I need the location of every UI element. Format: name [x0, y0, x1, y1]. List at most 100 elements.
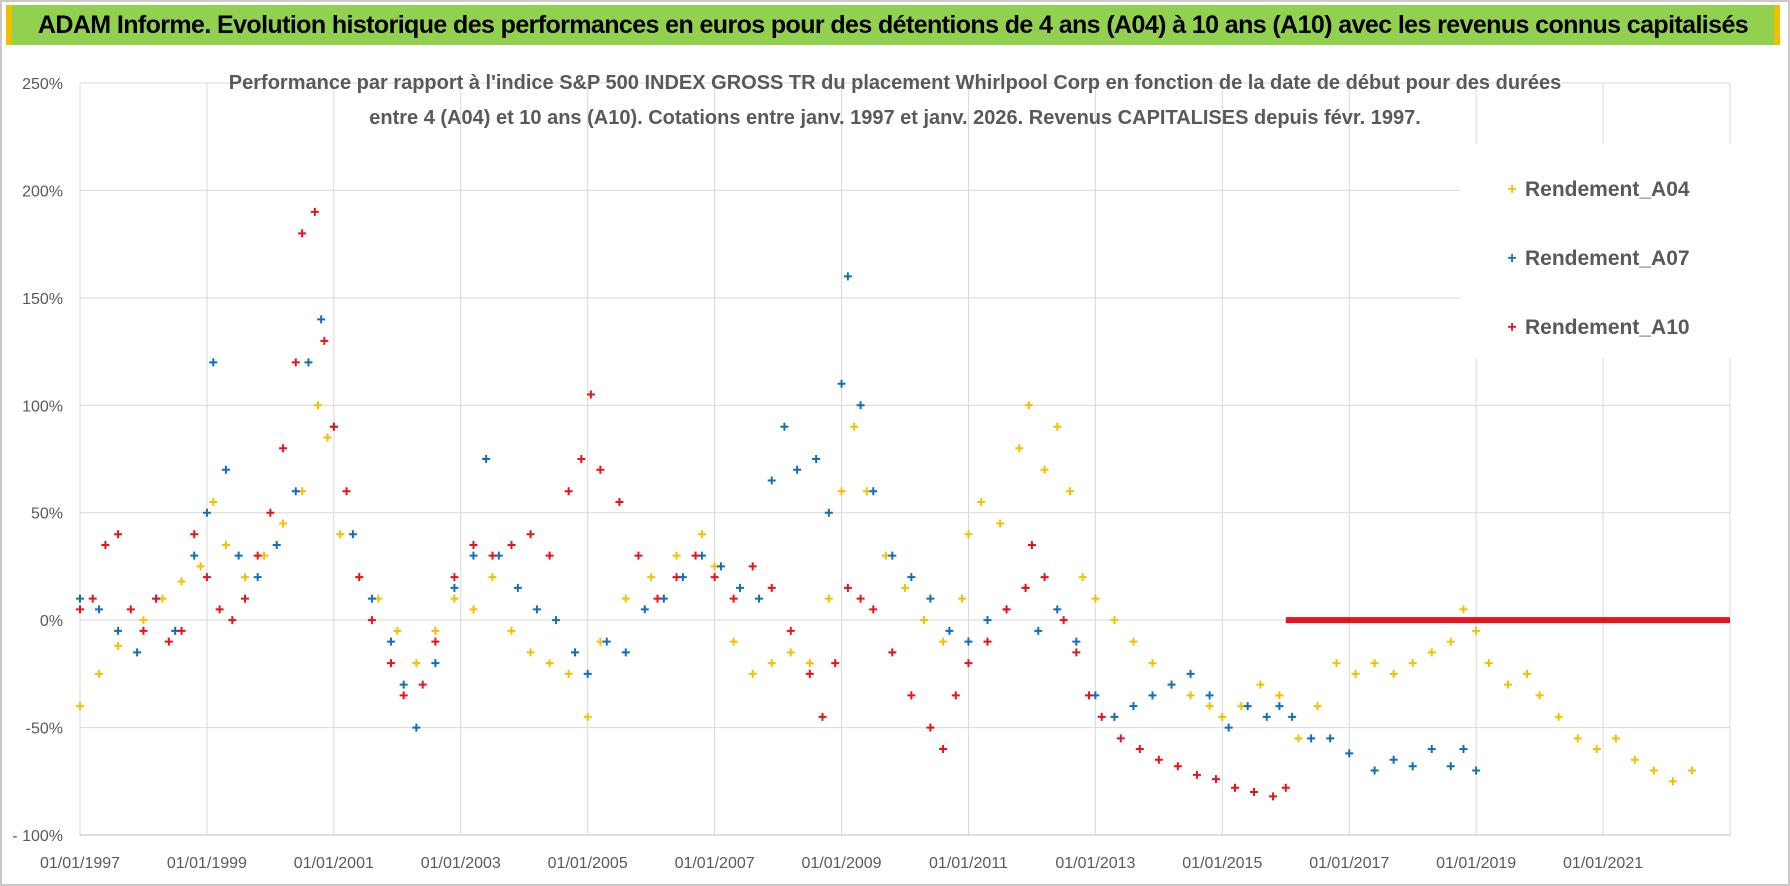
x-tick-label: 01/01/2013 — [1055, 855, 1135, 872]
point-a04 — [964, 530, 973, 539]
point-a10 — [320, 336, 329, 345]
point-a04 — [221, 540, 230, 549]
point-a07 — [1288, 712, 1297, 721]
point-a07 — [291, 487, 300, 496]
point-a04 — [95, 669, 104, 678]
point-a04 — [786, 648, 795, 657]
point-a04 — [1053, 422, 1062, 431]
legend-label-a10: Rendement_A10 — [1525, 316, 1690, 339]
point-a07 — [736, 583, 744, 592]
point-a10 — [342, 487, 351, 496]
x-tick-label: 01/01/2003 — [421, 855, 501, 872]
point-a10 — [888, 648, 897, 657]
point-a10 — [615, 497, 624, 506]
point-a04 — [526, 648, 535, 657]
x-tick-label: 01/01/2001 — [294, 855, 374, 872]
point-a10 — [1281, 783, 1290, 792]
point-a04 — [729, 637, 738, 646]
point-a04 — [507, 626, 516, 635]
point-a10 — [939, 745, 948, 754]
point-a10 — [564, 487, 573, 496]
y-tick-label: 100% — [22, 398, 63, 415]
point-a04 — [196, 562, 205, 571]
point-a04 — [1332, 659, 1341, 668]
point-a04 — [1091, 594, 1100, 603]
point-a04 — [1522, 669, 1531, 678]
point-a04 — [824, 594, 833, 603]
point-a04 — [1275, 691, 1284, 700]
report-title: ADAM Informe. Evolution historique des p… — [37, 10, 1749, 39]
point-a04 — [469, 605, 478, 614]
point-a07 — [1370, 766, 1379, 775]
point-a04 — [748, 669, 757, 678]
point-a07 — [856, 401, 865, 410]
report-banner: ADAM Informe. Evolution historique des p… — [6, 5, 1780, 45]
point-a10 — [691, 551, 700, 560]
point-a04 — [241, 573, 249, 582]
point-a07 — [602, 637, 611, 646]
point-a07 — [133, 648, 142, 657]
y-tick-label: 0% — [40, 613, 63, 630]
point-a04 — [583, 712, 592, 721]
point-a10 — [1059, 616, 1068, 625]
point-a10 — [983, 637, 992, 646]
point-a10 — [88, 594, 97, 603]
point-a04 — [1535, 691, 1544, 700]
point-a04 — [1218, 712, 1227, 721]
point-a07 — [114, 626, 123, 635]
point-a10 — [1269, 792, 1278, 801]
point-a04 — [1015, 444, 1024, 453]
point-a10 — [1027, 540, 1036, 549]
point-a07 — [716, 562, 725, 571]
point-a10 — [126, 605, 135, 614]
point-a10 — [253, 551, 262, 560]
point-a10 — [786, 626, 795, 635]
point-a10 — [228, 616, 237, 625]
point-a04 — [901, 583, 909, 592]
point-a07 — [767, 476, 776, 485]
point-a07 — [1148, 691, 1157, 700]
point-a07 — [1307, 734, 1316, 743]
point-a10 — [1135, 745, 1144, 754]
point-a10 — [818, 712, 827, 721]
point-a10 — [1040, 573, 1049, 582]
point-a10 — [843, 583, 852, 592]
point-a04 — [767, 659, 776, 668]
point-a04 — [1408, 659, 1417, 668]
y-axis-ticks: - 100% -50% 0% 50% 100% 150% 200% 250% — [12, 76, 63, 845]
point-a07 — [945, 626, 954, 635]
y-tick-label: 150% — [22, 291, 63, 308]
point-a07 — [450, 583, 459, 592]
point-a07 — [907, 573, 916, 582]
point-a04 — [977, 497, 986, 506]
point-a10 — [596, 465, 605, 474]
y-tick-label: -50% — [26, 721, 63, 738]
point-a04 — [1370, 659, 1379, 668]
point-a04 — [1205, 702, 1214, 711]
point-a10 — [279, 444, 288, 453]
point-a10 — [1250, 788, 1259, 797]
point-a10 — [1231, 783, 1239, 792]
point-a07 — [532, 605, 541, 614]
point-a07 — [1186, 669, 1195, 678]
point-a10 — [767, 583, 776, 592]
point-a10 — [1173, 762, 1182, 771]
point-a07 — [1472, 766, 1481, 775]
point-a04 — [1484, 659, 1493, 668]
point-a07 — [348, 530, 357, 539]
point-a07 — [386, 637, 395, 646]
point-a10 — [1021, 583, 1030, 592]
point-a04 — [336, 530, 345, 539]
point-a10 — [177, 626, 186, 635]
point-a10 — [488, 551, 497, 560]
x-tick-label: 01/01/1997 — [40, 855, 120, 872]
point-a04 — [76, 702, 84, 711]
point-a04 — [545, 659, 554, 668]
point-a07 — [843, 272, 852, 281]
point-a04 — [1427, 648, 1436, 657]
x-tick-label: 01/01/2005 — [548, 855, 628, 872]
point-a07 — [1053, 605, 1062, 614]
point-a07 — [1205, 691, 1214, 700]
point-a07 — [869, 487, 878, 496]
point-a04 — [450, 594, 459, 603]
